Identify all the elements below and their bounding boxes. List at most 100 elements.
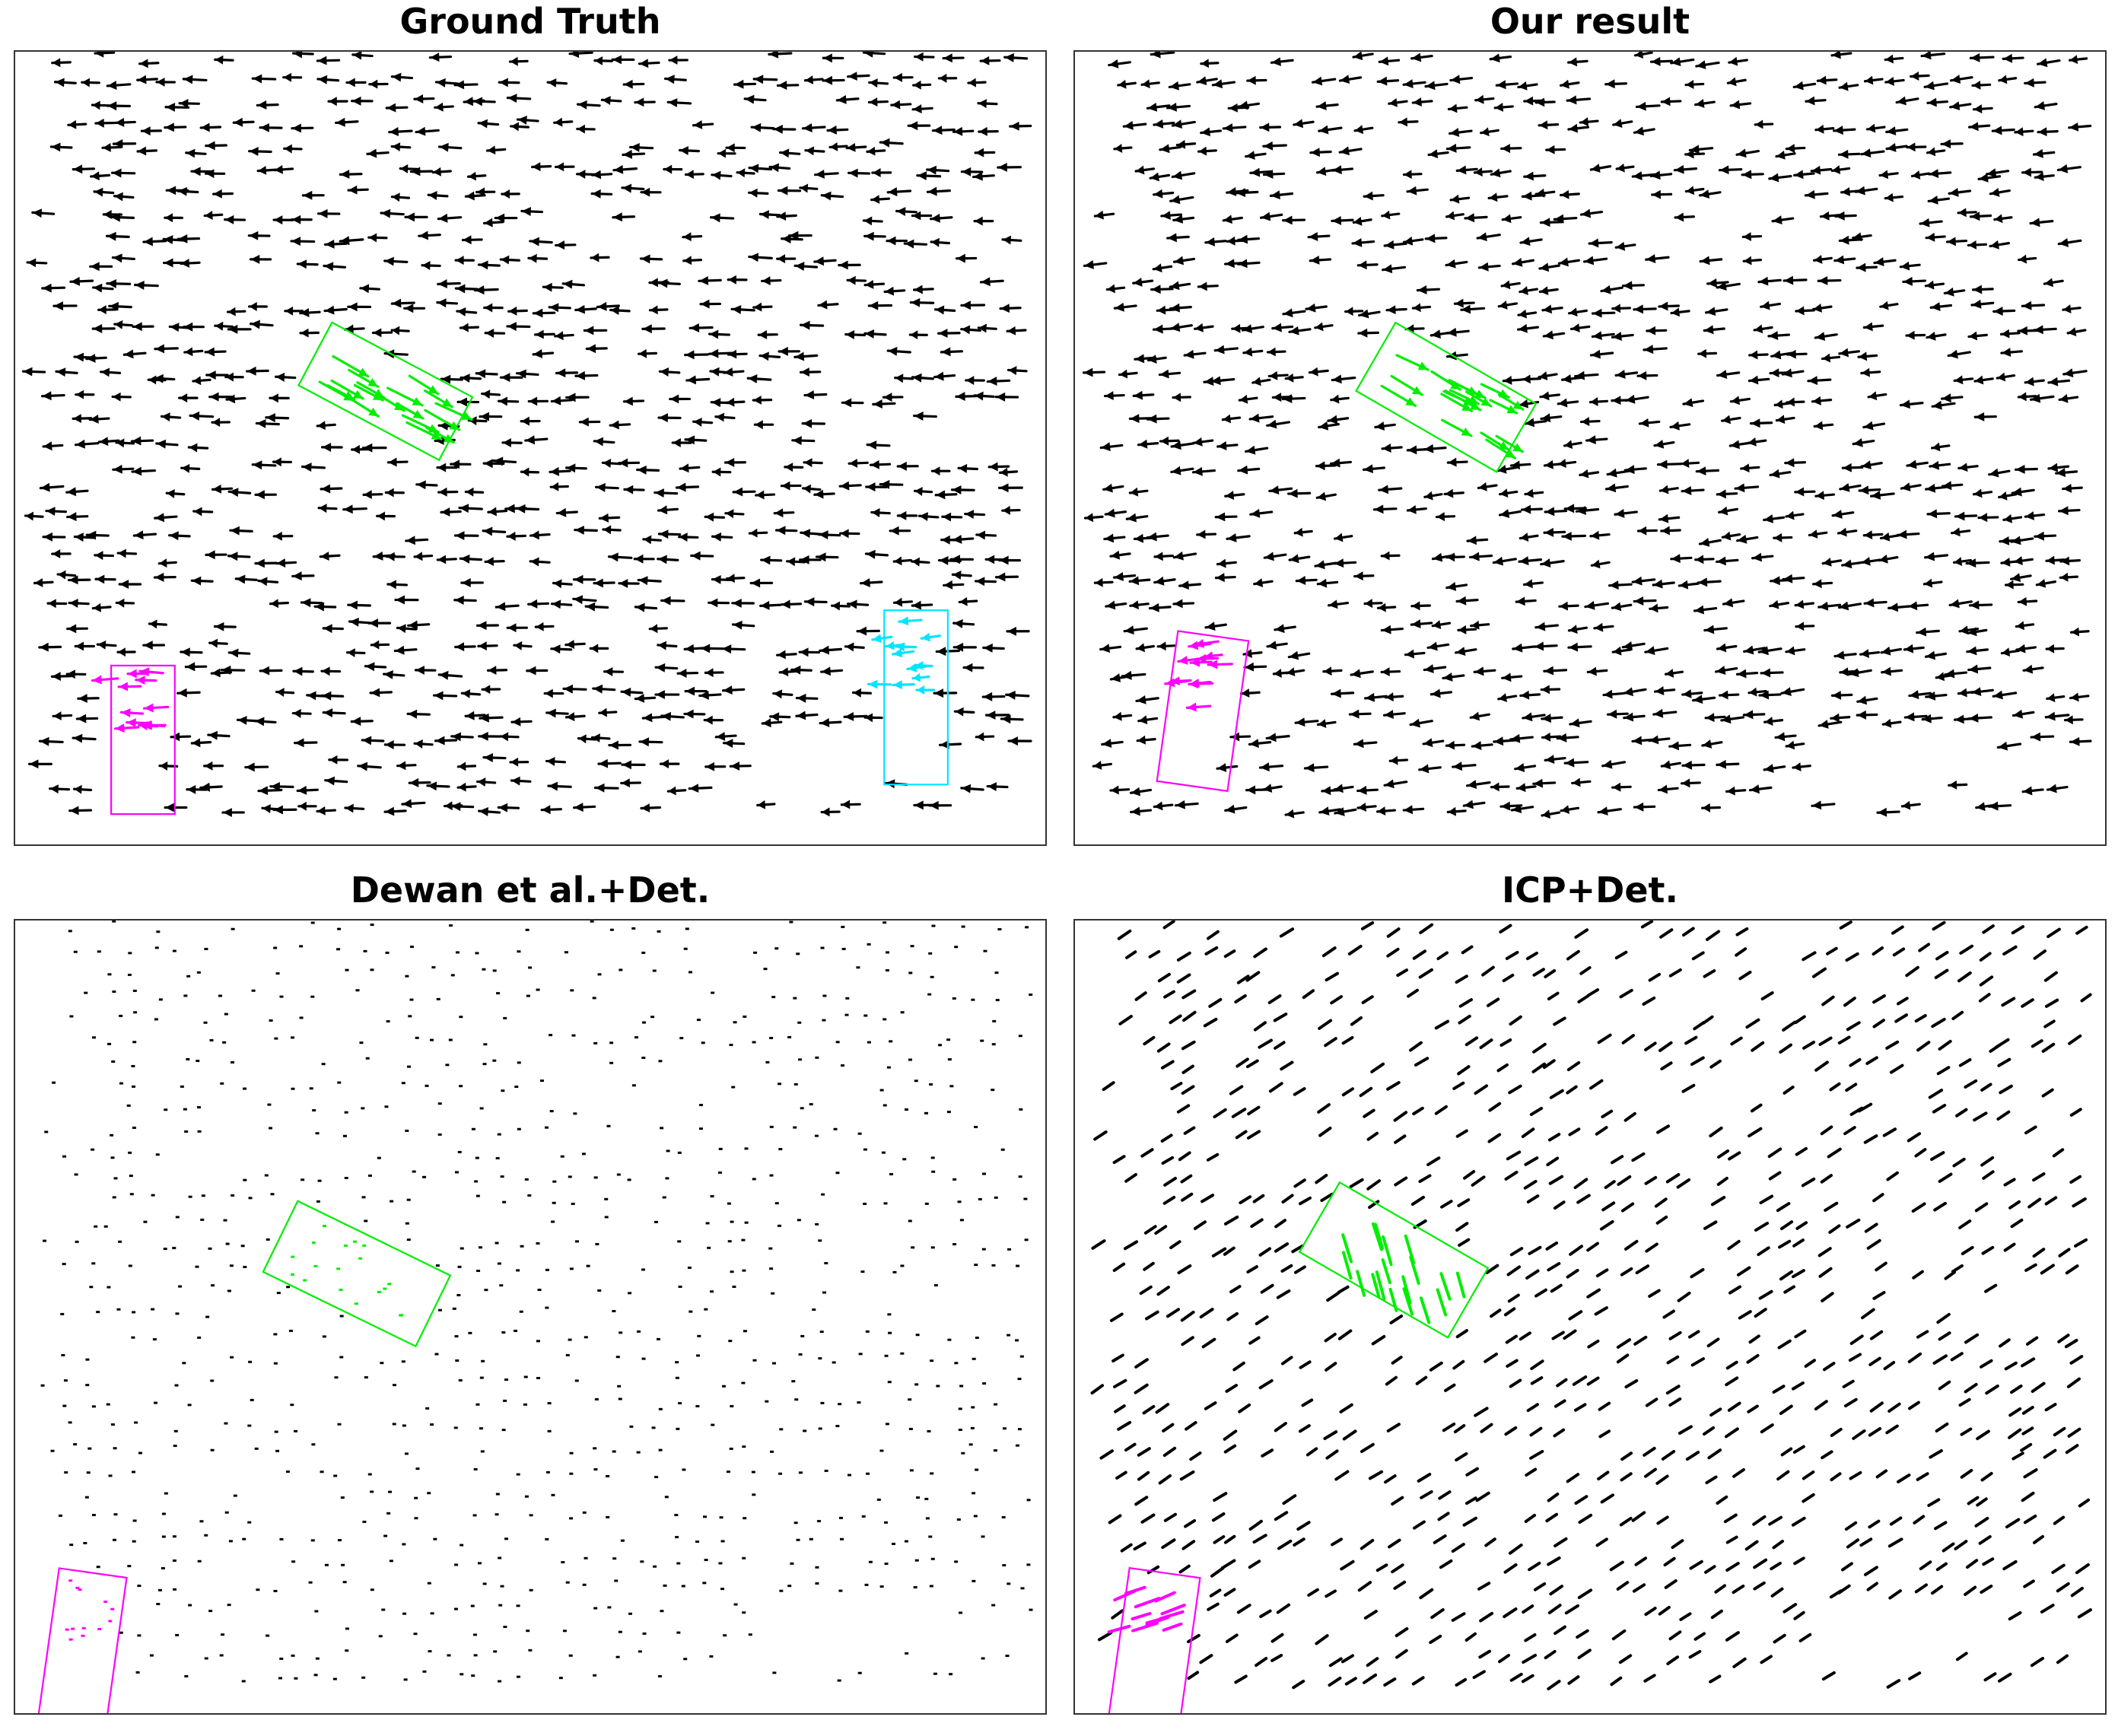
flow-arrow-head <box>1758 276 1769 286</box>
flow-arrow <box>459 1016 463 1019</box>
flow-arrow <box>1750 1103 1763 1113</box>
flow-arrow-head <box>1496 80 1506 90</box>
flow-arrow <box>474 1180 479 1183</box>
flow-arrow-head <box>1878 807 1887 817</box>
flow-arrow <box>1885 1424 1899 1435</box>
flow-arrow-head <box>285 306 294 316</box>
flow-arrow-head <box>303 190 313 200</box>
flow-arrow-head <box>1730 440 1740 450</box>
flow-arrow <box>1573 1178 1588 1190</box>
flow-arrow-head <box>1003 235 1012 245</box>
flow-arrow-head <box>551 482 559 491</box>
flow-arrow <box>720 1588 725 1591</box>
flow-arrow <box>1325 1449 1339 1460</box>
flow-arrow-head <box>1584 256 1595 265</box>
flow-arrow <box>701 1041 705 1044</box>
flow-arrow-head <box>668 786 676 796</box>
flow-arrow <box>1508 1084 1522 1095</box>
flow-arrow-head <box>711 170 721 180</box>
flow-arrow-head <box>594 437 604 447</box>
object-flow-arrow-head <box>393 402 405 411</box>
flow-arrow-head <box>911 297 921 307</box>
flow-arrow-head <box>1363 464 1373 474</box>
flow-arrow <box>743 1517 747 1520</box>
flow-arrow-head <box>42 391 52 401</box>
flow-arrow <box>590 920 594 923</box>
flow-arrow <box>769 1267 774 1270</box>
flow-arrow-head <box>460 374 470 383</box>
flow-arrow <box>1801 1177 1816 1188</box>
flow-arrow <box>642 1632 647 1635</box>
flow-arrow <box>730 1270 734 1273</box>
flow-arrow <box>1258 1038 1274 1049</box>
flow-arrow-head <box>768 52 779 59</box>
flow-arrow <box>994 971 999 975</box>
flow-arrow-head <box>827 125 837 135</box>
flow-arrow-head <box>1131 787 1141 796</box>
flow-arrow <box>1389 1315 1404 1324</box>
flow-arrow <box>1434 1105 1448 1115</box>
flow-arrow <box>1360 1442 1375 1454</box>
flow-arrow <box>1274 1422 1287 1432</box>
flow-arrow-head <box>1520 690 1530 700</box>
flow-arrow <box>405 1129 409 1132</box>
flow-arrow-head <box>722 644 732 654</box>
flow-arrow-head <box>2065 715 2073 725</box>
flow-arrow <box>270 1193 275 1196</box>
object-flow-arrow-head <box>142 720 151 730</box>
object-flow-arrow-head <box>1512 443 1523 452</box>
flow-arrow <box>454 1563 459 1566</box>
flow-arrow-head <box>178 234 188 243</box>
flow-arrow-head <box>832 601 841 611</box>
flow-arrow <box>1979 952 1992 962</box>
flow-arrow-head <box>1358 328 1368 338</box>
flow-arrow <box>1111 1353 1124 1362</box>
flow-arrow <box>711 991 715 994</box>
flow-arrow-head <box>1445 259 1456 269</box>
flow-arrow-head <box>392 326 400 335</box>
flow-arrow-head <box>2046 693 2056 703</box>
flow-arrow-head <box>2016 644 2026 653</box>
flow-arrow-head <box>1637 370 1647 380</box>
object-box-outline <box>883 609 949 786</box>
flow-arrow-head <box>864 329 875 339</box>
flow-arrow-head <box>888 187 898 197</box>
flow-arrow <box>1226 1312 1239 1321</box>
flow-arrow-head <box>1993 690 2003 700</box>
flow-arrow-head <box>773 689 783 699</box>
object-flow-arrow-head <box>139 667 150 677</box>
flow-arrow <box>161 1567 165 1570</box>
flow-arrow-head <box>1696 60 1706 70</box>
flow-arrow <box>930 1359 934 1362</box>
flow-arrow <box>2058 1248 2071 1257</box>
flow-arrow-head <box>1286 809 1295 819</box>
flow-arrow-head <box>1623 687 1633 697</box>
object-flow-arrow-head <box>1468 396 1479 404</box>
flow-arrow-head <box>215 55 224 65</box>
flow-arrow <box>929 1083 933 1086</box>
flow-arrow-head <box>930 213 940 223</box>
flow-arrow-head <box>910 330 918 340</box>
flow-arrow-head <box>257 100 267 110</box>
flow-arrow <box>1875 1261 1887 1272</box>
flow-arrow-head <box>1764 764 1774 773</box>
flow-arrow <box>1276 1289 1291 1299</box>
flow-arrow-head <box>132 466 142 476</box>
flow-arrow-head <box>1110 785 1119 795</box>
flow-arrow-head <box>595 783 605 793</box>
flow-arrow-head <box>635 603 645 612</box>
flow-arrow <box>685 927 689 930</box>
flow-arrow-head <box>599 707 608 717</box>
flow-arrow-head <box>709 348 719 358</box>
flow-arrow-head <box>1502 672 1512 682</box>
flow-arrow <box>453 1607 458 1610</box>
flow-arrow-head <box>483 753 494 763</box>
flow-arrow <box>1490 1308 1502 1318</box>
flow-arrow-head <box>143 641 153 650</box>
flow-arrow-head <box>936 490 946 500</box>
flow-arrow-head <box>986 711 996 720</box>
flow-arrow <box>477 1562 482 1565</box>
flow-arrow-head <box>386 103 396 113</box>
flow-arrow-head <box>1614 508 1625 518</box>
flow-arrow-head <box>800 183 809 193</box>
